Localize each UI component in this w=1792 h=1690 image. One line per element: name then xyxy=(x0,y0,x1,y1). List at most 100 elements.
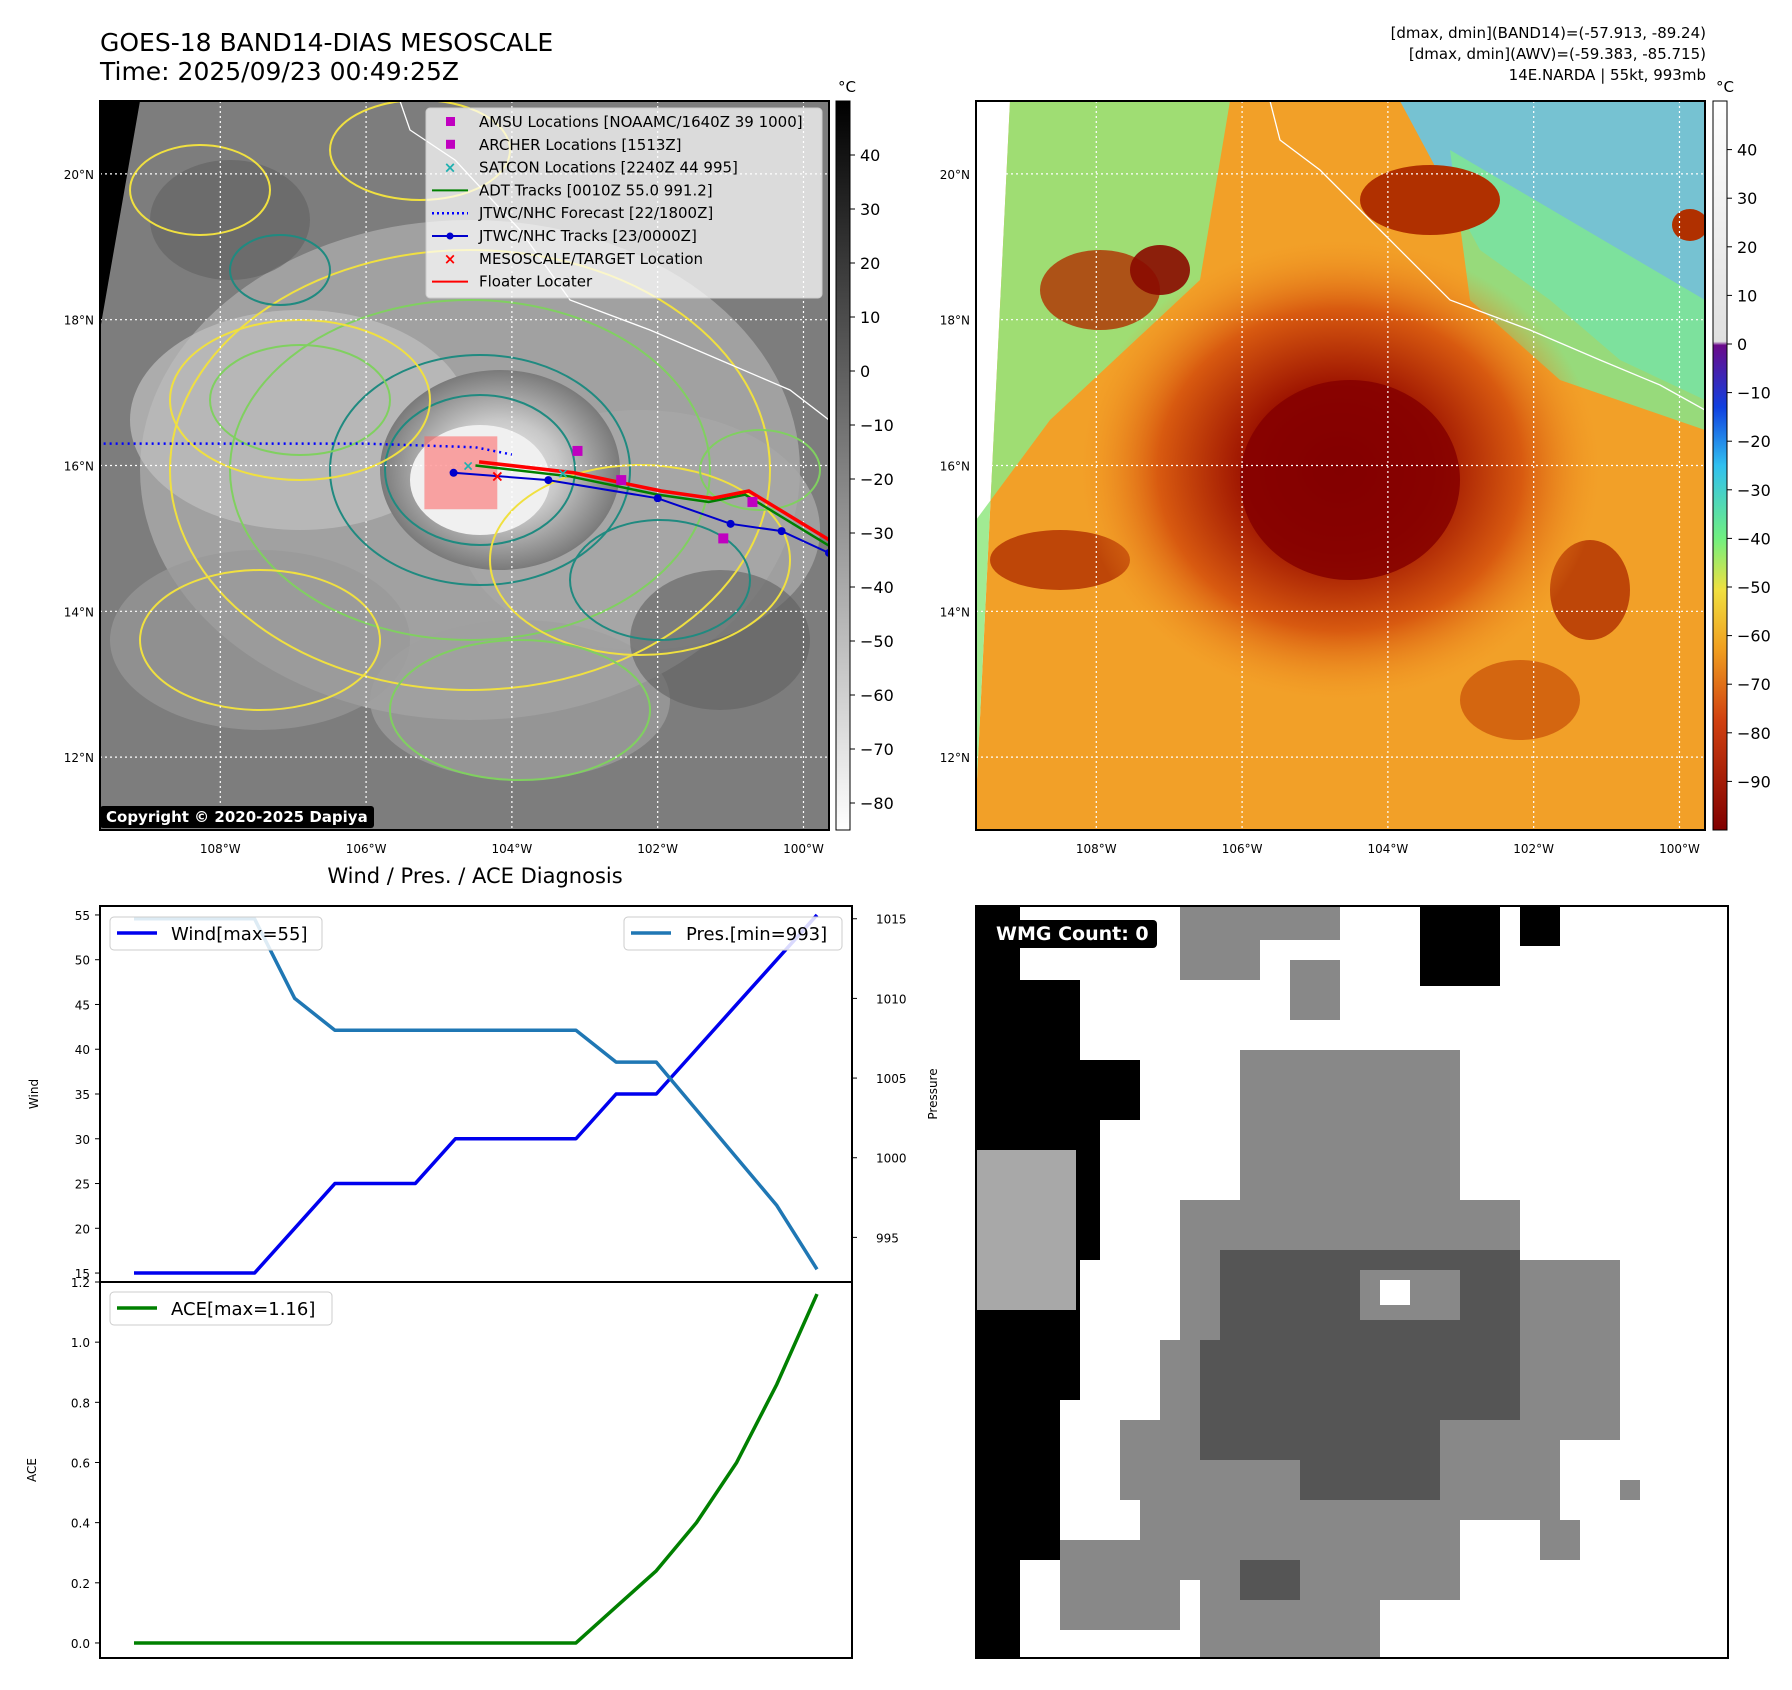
jtwc-track-point xyxy=(653,494,662,503)
map1-lon-ticks: 108°W 106°W 104°W 102°W 100°W xyxy=(200,842,824,856)
legend-item: JTWC/NHC Forecast [22/1800Z] xyxy=(432,204,713,222)
pressure-y-tick-label: 1000 xyxy=(876,1152,907,1166)
map1-track-overlays: × × × xyxy=(103,436,829,557)
map-grayscale-ir: × × × 20°N 18°N 16°N 14°N 12°N 108°W 106°W 104°W… xyxy=(64,100,830,856)
map1-lon-tick-label: 108°W xyxy=(200,842,241,856)
colorbar-tick-label: −60 xyxy=(860,686,894,705)
copyright-badge: Copyright © 2020-2025 Dapiya xyxy=(100,806,374,828)
wind-legend-label: Wind[max=55] xyxy=(171,924,308,945)
amsu-location-marker xyxy=(718,533,729,544)
legend-label: JTWC/NHC Tracks [23/0000Z] xyxy=(478,227,697,245)
legend-dot-icon xyxy=(446,232,454,240)
pressure-y-tick-label: 1005 xyxy=(876,1072,907,1086)
colorbar-tick-label: 10 xyxy=(1737,286,1757,305)
map1-legend: AMSU Locations [NOAAMC/1640Z 39 1000] ARC… xyxy=(425,107,823,299)
ace-series-line xyxy=(134,1293,819,1645)
legend-item: × SATCON Locations [2240Z 44 995] xyxy=(444,159,738,177)
legend-item: ARCHER Locations [1513Z] xyxy=(446,136,682,154)
ace-legend: ACE[max=1.16] xyxy=(109,1291,333,1326)
map2-gridlines xyxy=(976,101,1705,830)
amsu-location-marker xyxy=(747,496,758,507)
map1-lon-tick-label: 106°W xyxy=(346,842,387,856)
wind-pressure-chart: 15 20 25 30 35 40 45 50 55 995 1000 1005 1010 1015 W… xyxy=(27,905,940,1283)
satcon-location-marker: × xyxy=(462,459,474,475)
colorbar-tick-label: −40 xyxy=(1737,529,1771,548)
jtwc-track-point xyxy=(544,476,553,485)
map2-lon-tick-label: 106°W xyxy=(1222,842,1263,856)
map1-coastline xyxy=(399,101,829,421)
map2-lon-tick-label: 104°W xyxy=(1367,842,1408,856)
colorbar-tick-label: −50 xyxy=(860,632,894,651)
colorbar-tick-label: −10 xyxy=(860,416,894,435)
info-line2: [dmax, dmin](AWV)=(-59.383, -85.715) xyxy=(1409,45,1706,63)
ace-y-label: ACE xyxy=(25,1458,39,1482)
legend-square-icon xyxy=(446,117,455,126)
map1-frame xyxy=(99,100,830,831)
legend-label: ARCHER Locations [1513Z] xyxy=(479,136,682,154)
ace-y-tick-label: 0.8 xyxy=(71,1396,90,1410)
amsu-location-marker xyxy=(616,475,627,486)
legend-label: SATCON Locations [2240Z 44 995] xyxy=(479,159,738,177)
title-line1: GOES-18 BAND14-DIAS MESOSCALE xyxy=(100,28,553,57)
legend-label: Floater Locater xyxy=(479,273,593,291)
pressure-legend-label: Pres.[min=993] xyxy=(686,924,827,945)
pressure-y-ticks: 995 1000 1005 1010 1015 xyxy=(852,913,907,1245)
map2-lat-tick-label: 12°N xyxy=(940,751,970,765)
legend-item: ADT Tracks [0010Z 55.0 991.2] xyxy=(432,181,713,199)
amsu-location-marker xyxy=(572,445,583,456)
wind-y-label: Wind xyxy=(27,1079,41,1109)
legend-item: Floater Locater xyxy=(432,273,593,291)
ace-chart: 0.0 0.2 0.4 0.6 0.8 1.0 1.2 ACE ACE[max=1.16] xyxy=(25,1276,853,1659)
wind-legend: Wind[max=55] xyxy=(109,916,323,951)
pressure-y-tick-label: 995 xyxy=(876,1231,899,1245)
colorbar-tick-label: −50 xyxy=(1737,578,1771,597)
legend-item: × MESOSCALE/TARGET Location xyxy=(444,250,703,268)
target-location-marker: × xyxy=(491,466,504,485)
colorbar-tick-label: −30 xyxy=(860,524,894,543)
legend-item: JTWC/NHC Tracks [23/0000Z] xyxy=(432,227,697,245)
color-colorbar-unit: °C xyxy=(1716,78,1734,96)
wind-series-line xyxy=(134,913,819,1275)
map1-lat-tick-label: 14°N xyxy=(64,605,94,619)
map1-contours xyxy=(129,101,821,781)
wmg-panel xyxy=(975,905,1729,1659)
colorbar-tick-label: 0 xyxy=(1737,335,1747,354)
wind-y-tick-label: 20 xyxy=(75,1222,90,1236)
colorbar-tick-label: 0 xyxy=(860,362,870,381)
pressure-legend: Pres.[min=993] xyxy=(623,916,843,951)
map2-cloud-field xyxy=(976,101,1705,800)
ace-y-tick-label: 0.2 xyxy=(71,1577,90,1591)
colorbar-tick-label: −20 xyxy=(860,470,894,489)
map2-lat-tick-label: 14°N xyxy=(940,605,970,619)
colorbar-tick-label: −70 xyxy=(1737,675,1771,694)
colorbar-tick-label: 20 xyxy=(860,254,880,273)
colorbar-tick-label: 30 xyxy=(1737,189,1757,208)
map2-lon-ticks: 108°W 106°W 104°W 102°W 100°W xyxy=(1076,842,1700,856)
wind-y-tick-label: 15 xyxy=(75,1267,90,1281)
info-line1: [dmax, dmin](BAND14)=(-57.913, -89.24) xyxy=(1391,24,1706,42)
wind-y-tick-label: 55 xyxy=(75,909,90,923)
wmg-cells xyxy=(976,906,1640,1658)
ace-y-tick-label: 0.4 xyxy=(71,1517,90,1531)
map2-lon-tick-label: 108°W xyxy=(1076,842,1117,856)
pressure-y-label: Pressure xyxy=(926,1068,940,1119)
colorbar-tick-label: −70 xyxy=(860,740,894,759)
legend-x-icon: × xyxy=(444,250,457,268)
colorbar-tick-label: 30 xyxy=(860,200,880,219)
gray-colorbar-unit: °C xyxy=(838,78,856,96)
jtwc-forecast-track xyxy=(103,442,513,456)
legend-label: AMSU Locations [NOAAMC/1640Z 39 1000] xyxy=(479,113,803,131)
wind-y-tick-label: 40 xyxy=(75,1043,90,1057)
floater-locater-track xyxy=(478,460,829,542)
legend-square-icon xyxy=(446,139,455,149)
ace-y-tick-label: 1.2 xyxy=(71,1276,90,1290)
colorbar-tick-label: −80 xyxy=(860,794,894,813)
map1-lat-tick-label: 20°N xyxy=(64,168,94,182)
pressure-y-tick-label: 1015 xyxy=(876,913,907,927)
ace-y-tick-label: 1.0 xyxy=(71,1336,90,1350)
wmg-count-badge: WMG Count: 0 xyxy=(988,920,1157,948)
ace-y-ticks: 0.0 0.2 0.4 0.6 0.8 1.0 1.2 xyxy=(71,1276,100,1651)
colorbar-tick-label: −80 xyxy=(1737,724,1771,743)
colorbar-tick-label: 20 xyxy=(1737,238,1757,257)
jtwc-track-point xyxy=(726,519,735,528)
